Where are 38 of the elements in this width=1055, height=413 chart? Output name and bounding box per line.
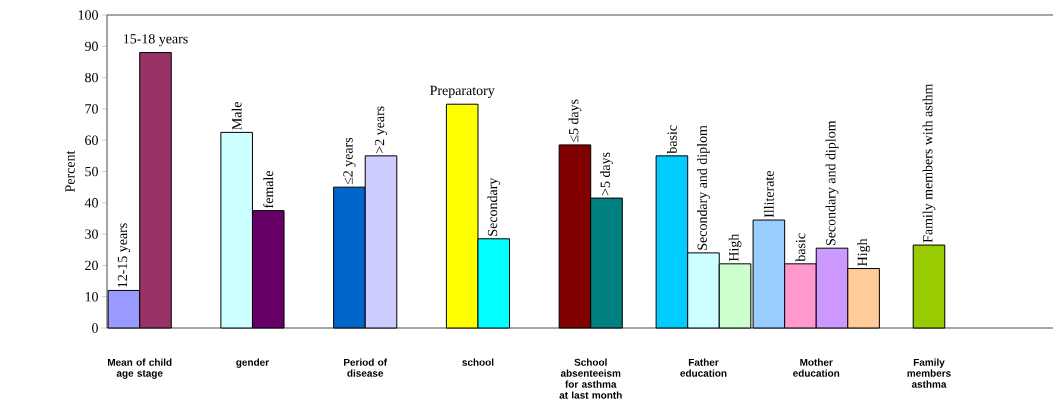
x-tick-label: school xyxy=(462,358,494,366)
y-axis-title: Percent xyxy=(65,150,75,192)
x-tick-label: School absenteeism for asthma at last month xyxy=(559,358,622,399)
y-tick-label: 70 xyxy=(85,104,98,114)
y-tick-label: 0 xyxy=(92,323,98,333)
x-tick-label: Family members asthma xyxy=(907,358,951,388)
y-tick-label: 20 xyxy=(85,260,98,271)
annotation: >2 years xyxy=(374,106,388,153)
y-tick-label: 80 xyxy=(85,72,98,83)
y-tick-label: 40 xyxy=(84,198,98,208)
annotation: ≤2 years xyxy=(343,137,356,185)
x-tick-label: Father education xyxy=(680,358,727,377)
annotation: 15-18 years xyxy=(123,34,188,47)
y-tick-label: 90 xyxy=(84,41,98,52)
annotation: Secondary and diplom xyxy=(825,120,839,246)
annotation: High xyxy=(728,233,742,262)
y-tick-label: 10 xyxy=(85,291,98,302)
x-tick-label: Mother education xyxy=(793,358,840,377)
annotation: Secondary and diplom xyxy=(697,125,710,250)
annotation: 12-15 years xyxy=(117,223,131,288)
y-tick-label: 100 xyxy=(78,10,98,20)
annotation: basic xyxy=(666,125,677,154)
x-tick-label: Mean of child age stage xyxy=(108,358,172,379)
annotation: Family members with asthm xyxy=(922,83,936,243)
annotation: Preparatory xyxy=(430,85,495,99)
x-tick-label: gender xyxy=(236,358,269,368)
annotation: Secondary xyxy=(487,177,501,236)
annotation: Illiterate xyxy=(763,171,774,218)
y-tick-label: 50 xyxy=(85,166,98,177)
annotation: basic xyxy=(795,233,806,262)
annotation: female xyxy=(263,170,274,208)
y-tick-label: 60 xyxy=(85,135,98,145)
annotation: >5 days xyxy=(600,152,613,196)
annotation: High xyxy=(857,238,870,266)
annotation: ≤5 days xyxy=(568,99,582,143)
y-tick-label: 30 xyxy=(85,229,98,239)
annotation: Male xyxy=(231,102,242,130)
x-tick-label: Period of disease xyxy=(344,358,388,377)
